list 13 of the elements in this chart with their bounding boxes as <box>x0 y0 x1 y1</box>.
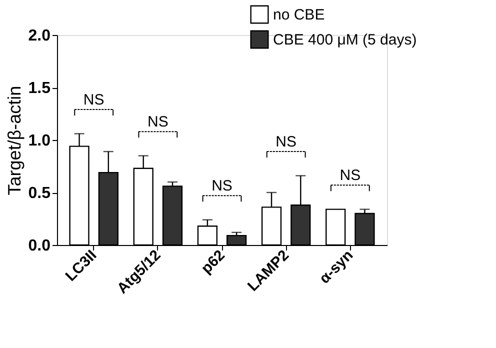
legend-label: no CBE <box>273 6 325 24</box>
y-tick-label: 1.0 <box>28 132 51 150</box>
y-tick-label: 0.5 <box>28 185 51 202</box>
y-axis-title: Target/β-actin <box>4 86 24 196</box>
annotation: NS <box>148 114 168 131</box>
annotation: NS <box>212 178 232 195</box>
y-tick-label: 2.0 <box>28 28 51 44</box>
annotation: NS <box>276 134 296 151</box>
y-tick-label: 0.0 <box>28 238 51 254</box>
legend-label: CBE 400 μM (5 days) <box>273 32 417 48</box>
annotation: NS <box>340 167 361 184</box>
y-tick-label: 1.5 <box>28 80 51 97</box>
annotation: NS <box>83 92 104 109</box>
